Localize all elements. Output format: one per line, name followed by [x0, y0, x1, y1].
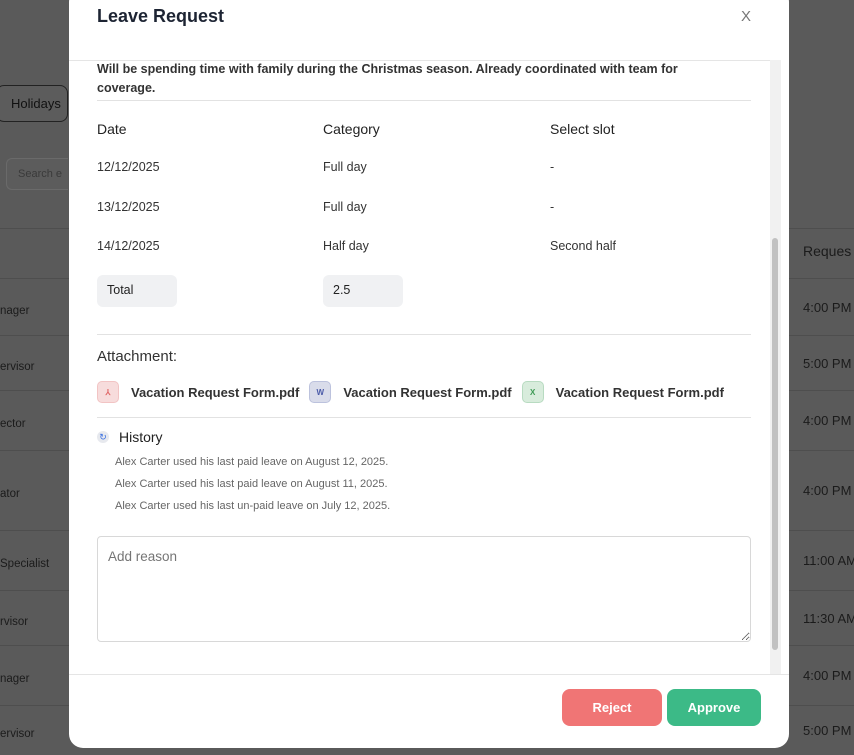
- request-time-cell: 5:00 PM: [803, 723, 852, 738]
- modal-title: Leave Request: [97, 6, 225, 26]
- role-cell: rvisor: [0, 616, 29, 628]
- attachment-name[interactable]: Vacation Request Form.pdf: [131, 384, 300, 400]
- history-label: History: [119, 429, 163, 445]
- history-item: Alex Carter used his last paid leave on …: [115, 456, 389, 468]
- modal-footer: [69, 674, 789, 675]
- leave-table-cell: -: [550, 160, 555, 174]
- leave-table-cell: Full day: [323, 160, 367, 174]
- leave-table-cell: 13/12/2025: [97, 199, 160, 214]
- add-reason-textarea[interactable]: [97, 536, 751, 642]
- word-file-icon: W: [309, 381, 332, 403]
- attachment-item[interactable]: ⅄ Vacation Request Form.pdf: [97, 381, 299, 403]
- divider: [97, 417, 751, 418]
- total-value: 2.5: [323, 275, 403, 307]
- divider: [97, 334, 751, 335]
- leave-table-cell: Second half: [550, 239, 617, 253]
- leave-request-modal: Leave Request X Will be spending time wi…: [69, 0, 789, 748]
- close-button[interactable]: X: [741, 8, 752, 25]
- attachment-item[interactable]: W Vacation Request Form.pdf: [309, 381, 512, 403]
- pdf-file-icon: ⅄: [97, 381, 119, 403]
- leave-table-cell: 14/12/2025: [97, 239, 160, 253]
- role-cell: ervisor: [0, 728, 35, 740]
- excel-file-icon: X: [521, 381, 544, 403]
- history-header: ↻ History: [97, 429, 163, 445]
- leave-table-cell: 12/12/2025: [97, 160, 160, 174]
- history-item: Alex Carter used his last un-paid leave …: [115, 500, 391, 512]
- request-time-cell: 4:00 PM: [803, 300, 852, 315]
- history-item: Alex Carter used his last paid leave on …: [115, 478, 388, 490]
- leave-table-cell: -: [550, 199, 555, 214]
- reject-button[interactable]: Reject: [562, 689, 662, 726]
- request-time-cell: 5:00 PM: [803, 356, 852, 371]
- request-time-cell: 4:00 PM: [803, 413, 852, 428]
- attachment-item[interactable]: X Vacation Request Form.pdf: [521, 381, 724, 403]
- modal-body: Will be spending time with family during…: [69, 60, 781, 674]
- role-cell: nager: [0, 305, 30, 317]
- column-header-request: Reques: [803, 243, 852, 259]
- role-cell: ator: [0, 488, 20, 500]
- header-category: Category: [323, 121, 380, 137]
- role-cell: ervisor: [0, 361, 35, 373]
- role-cell: Specialist: [0, 558, 50, 570]
- request-time-cell: 11:00 AM: [803, 553, 854, 568]
- scrollbar-thumb[interactable]: [772, 238, 778, 650]
- request-time-cell: 4:00 PM: [803, 668, 852, 683]
- header-date: Date: [97, 121, 127, 137]
- header-slot: Select slot: [550, 121, 615, 137]
- attachment-label: Attachment:: [97, 348, 178, 365]
- attachment-name[interactable]: Vacation Request Form.pdf: [343, 384, 512, 400]
- refresh-icon: ↻: [97, 431, 109, 443]
- role-cell: ector: [0, 418, 26, 430]
- modal-header: Leave Request X: [69, 0, 789, 48]
- request-time-cell: 11:30 AM: [803, 611, 854, 626]
- approve-button[interactable]: Approve: [667, 689, 761, 726]
- leave-table-cell: Half day: [323, 239, 369, 253]
- leave-table-cell: Full day: [323, 199, 367, 214]
- total-label: Total: [97, 275, 177, 307]
- request-time-cell: 4:00 PM: [803, 483, 852, 498]
- role-cell: nager: [0, 673, 30, 685]
- attachment-list: ⅄ Vacation Request Form.pdf W Vacation Requ…: [97, 381, 724, 403]
- holidays-button[interactable]: Holidays: [0, 85, 68, 122]
- attachment-name[interactable]: Vacation Request Form.pdf: [555, 384, 724, 400]
- search-input[interactable]: Search e: [6, 158, 68, 190]
- divider: [97, 100, 751, 101]
- leave-reason-text: Will be spending time with family during…: [97, 62, 678, 95]
